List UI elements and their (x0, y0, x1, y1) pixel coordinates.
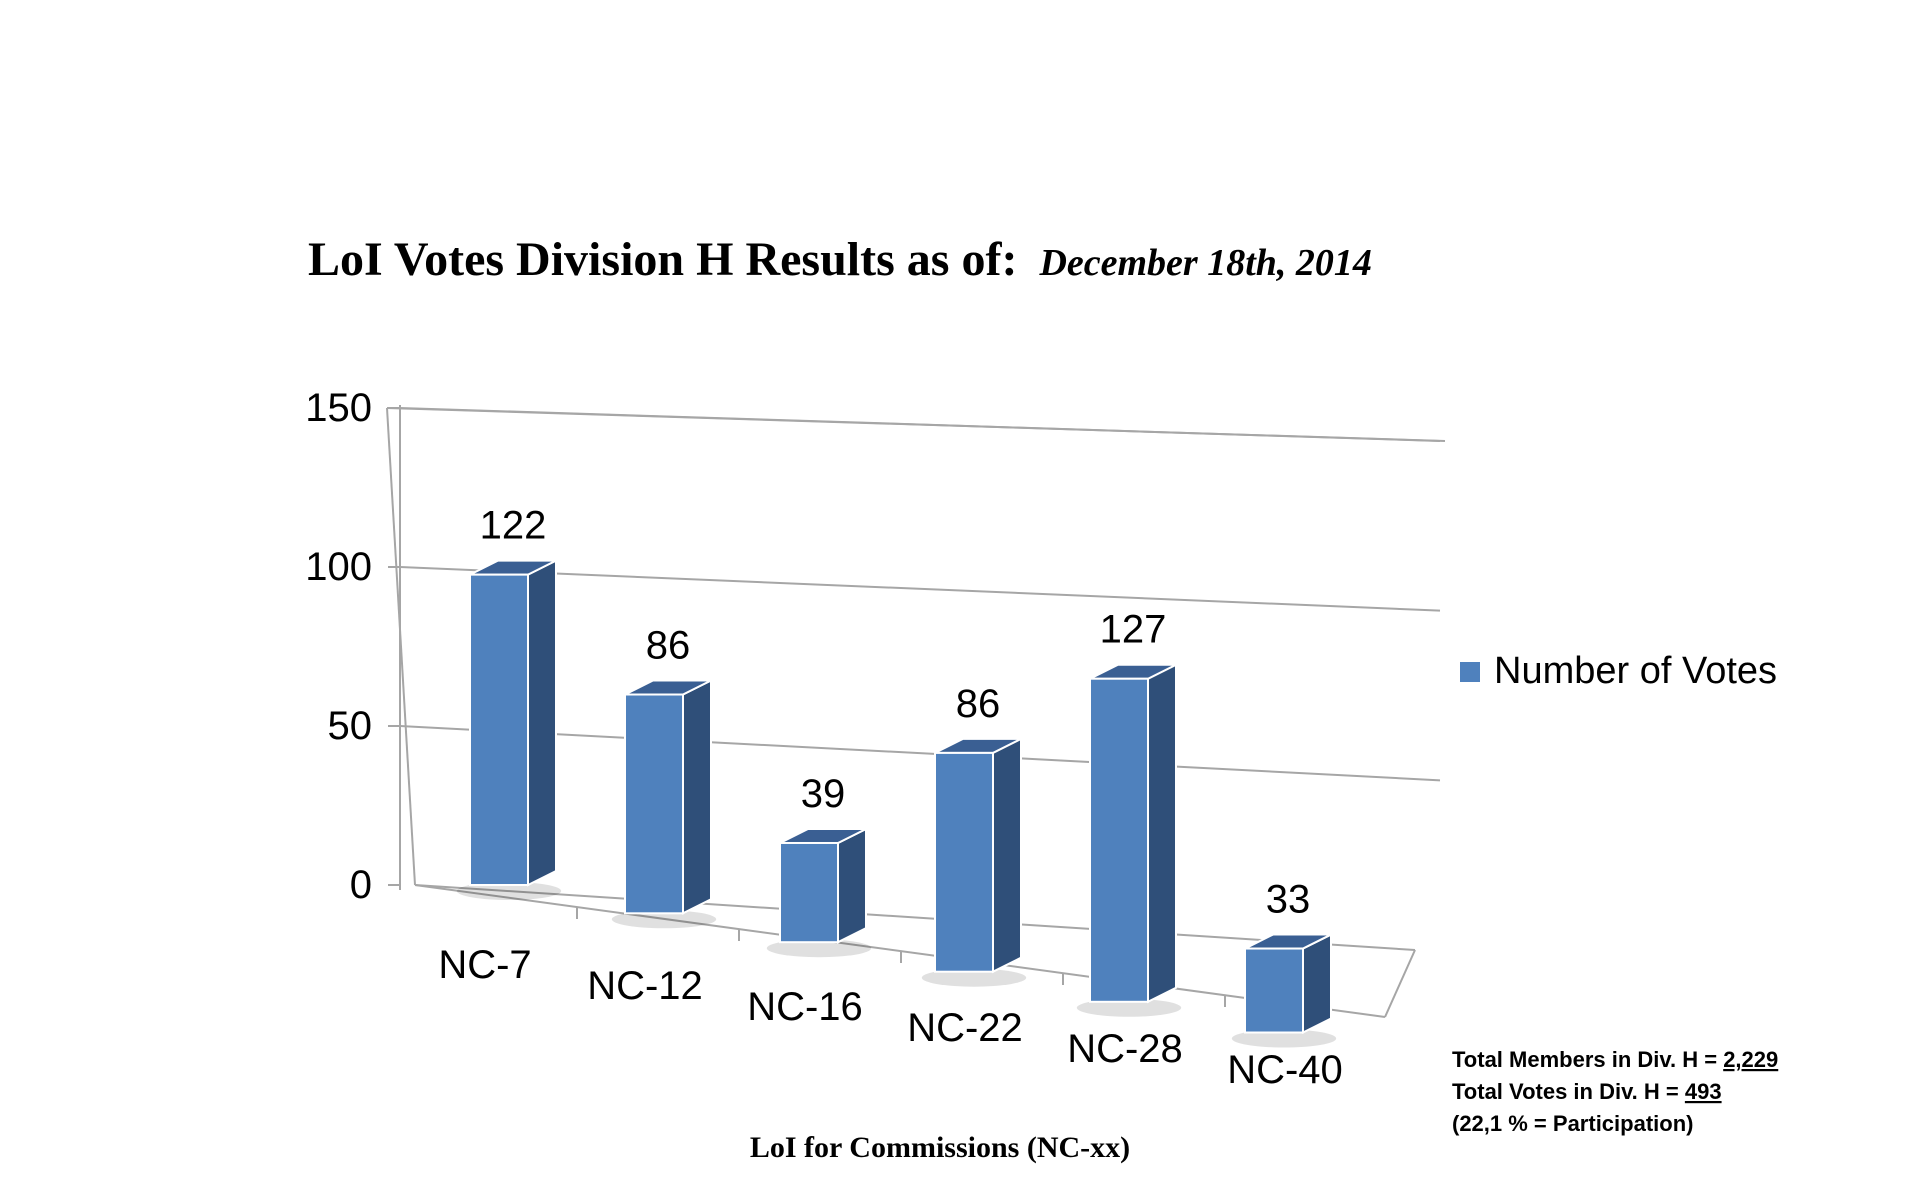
data-labels: 122 86 39 86 127 33 (480, 504, 1311, 922)
bar-shadow (1076, 998, 1182, 1017)
bar-side (527, 559, 557, 887)
bar-side (1302, 932, 1332, 1035)
chart-title-main: LoI Votes Division H Results as of: (308, 233, 1017, 286)
bar (1244, 947, 1304, 1034)
legend-swatch (1460, 662, 1480, 682)
category-label: NC-22 (907, 1006, 1023, 1050)
gridlines (388, 407, 1441, 886)
category-label: NC-7 (438, 943, 531, 987)
data-label: 86 (646, 624, 691, 668)
x-tick-marks (576, 907, 1226, 1007)
participation-note: (22,1 % = Participation) (1452, 1111, 1693, 1136)
bar-shadow (456, 882, 562, 900)
data-label: 122 (480, 504, 547, 548)
y-tick-label: 0 (350, 863, 372, 907)
bar-side (682, 678, 712, 915)
gridline (399, 725, 1441, 782)
category-label: NC-12 (587, 964, 703, 1008)
category-label: NC-28 (1067, 1027, 1183, 1071)
summary-notes: Total Members in Div. H = 2,229 Total Vo… (1452, 1047, 1778, 1136)
chart-title-date: December 18th, 2014 (1038, 242, 1371, 284)
bars (456, 559, 1337, 1048)
data-label: 127 (1100, 608, 1167, 652)
bar (469, 573, 529, 887)
bar (779, 841, 839, 944)
data-label: 86 (956, 682, 1001, 726)
data-label: 33 (1266, 878, 1311, 922)
legend-label: Number of Votes (1494, 650, 1777, 692)
y-tick-label: 100 (305, 545, 372, 589)
y-tick-label: 150 (305, 386, 372, 430)
floor-right-edge (1384, 949, 1416, 1018)
bar-side (992, 737, 1022, 974)
total-members-note: Total Members in Div. H = 2,229 (1452, 1047, 1778, 1072)
bar-shadow (611, 910, 717, 929)
bar-side (837, 827, 867, 944)
bar (1089, 677, 1149, 1003)
total-votes-note: Total Votes in Div. H = 493 (1452, 1079, 1722, 1104)
gridline (399, 566, 1441, 612)
total-votes-value: 493 (1685, 1079, 1722, 1104)
chart-title: LoI Votes Division H Results as of: Dece… (308, 233, 1372, 286)
gridline (399, 407, 1441, 442)
bar (624, 693, 684, 915)
bar-shadow (1231, 1029, 1337, 1048)
y-tick-label: 50 (328, 704, 373, 748)
category-label: NC-40 (1227, 1048, 1343, 1092)
bar-shadow (921, 968, 1027, 987)
total-members-value: 2,229 (1723, 1047, 1778, 1072)
category-label: NC-16 (747, 985, 863, 1029)
x-axis-label: LoI for Commissions (NC-xx) (750, 1131, 1130, 1164)
total-members-text: Total Members in Div. H = (1452, 1047, 1723, 1072)
category-labels: NC-7 NC-12 NC-16 NC-22 NC-28 NC-40 (438, 943, 1342, 1092)
bar-shadow (766, 939, 872, 958)
bar (934, 751, 994, 973)
total-votes-text: Total Votes in Div. H = (1452, 1079, 1685, 1104)
data-label: 39 (801, 772, 846, 816)
y-tick-labels: 0 50 100 150 (305, 386, 372, 907)
floor-back-edge (414, 884, 1416, 951)
legend: Number of Votes (1460, 650, 1777, 692)
bar-side (1147, 663, 1177, 1004)
